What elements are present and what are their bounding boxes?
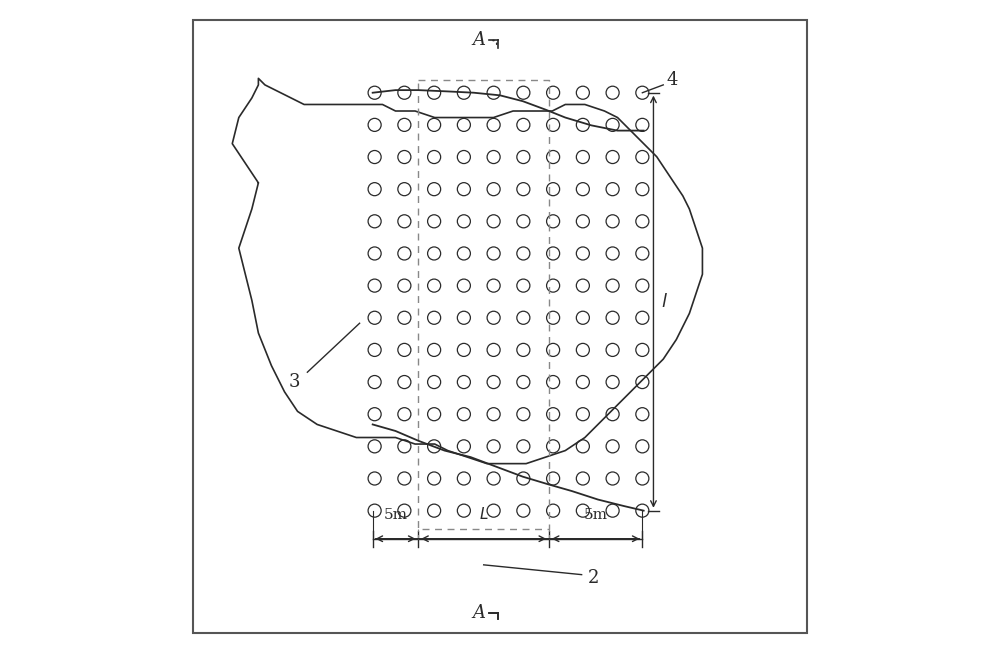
- Text: 2: 2: [588, 569, 600, 587]
- Text: 5m: 5m: [384, 509, 408, 522]
- Text: 4: 4: [667, 71, 678, 89]
- Text: $l$: $l$: [661, 293, 668, 311]
- Text: 3: 3: [289, 373, 300, 391]
- Text: A: A: [473, 31, 486, 50]
- Text: $L$: $L$: [479, 506, 488, 522]
- Text: A: A: [473, 603, 486, 622]
- Text: 5m: 5m: [584, 509, 608, 522]
